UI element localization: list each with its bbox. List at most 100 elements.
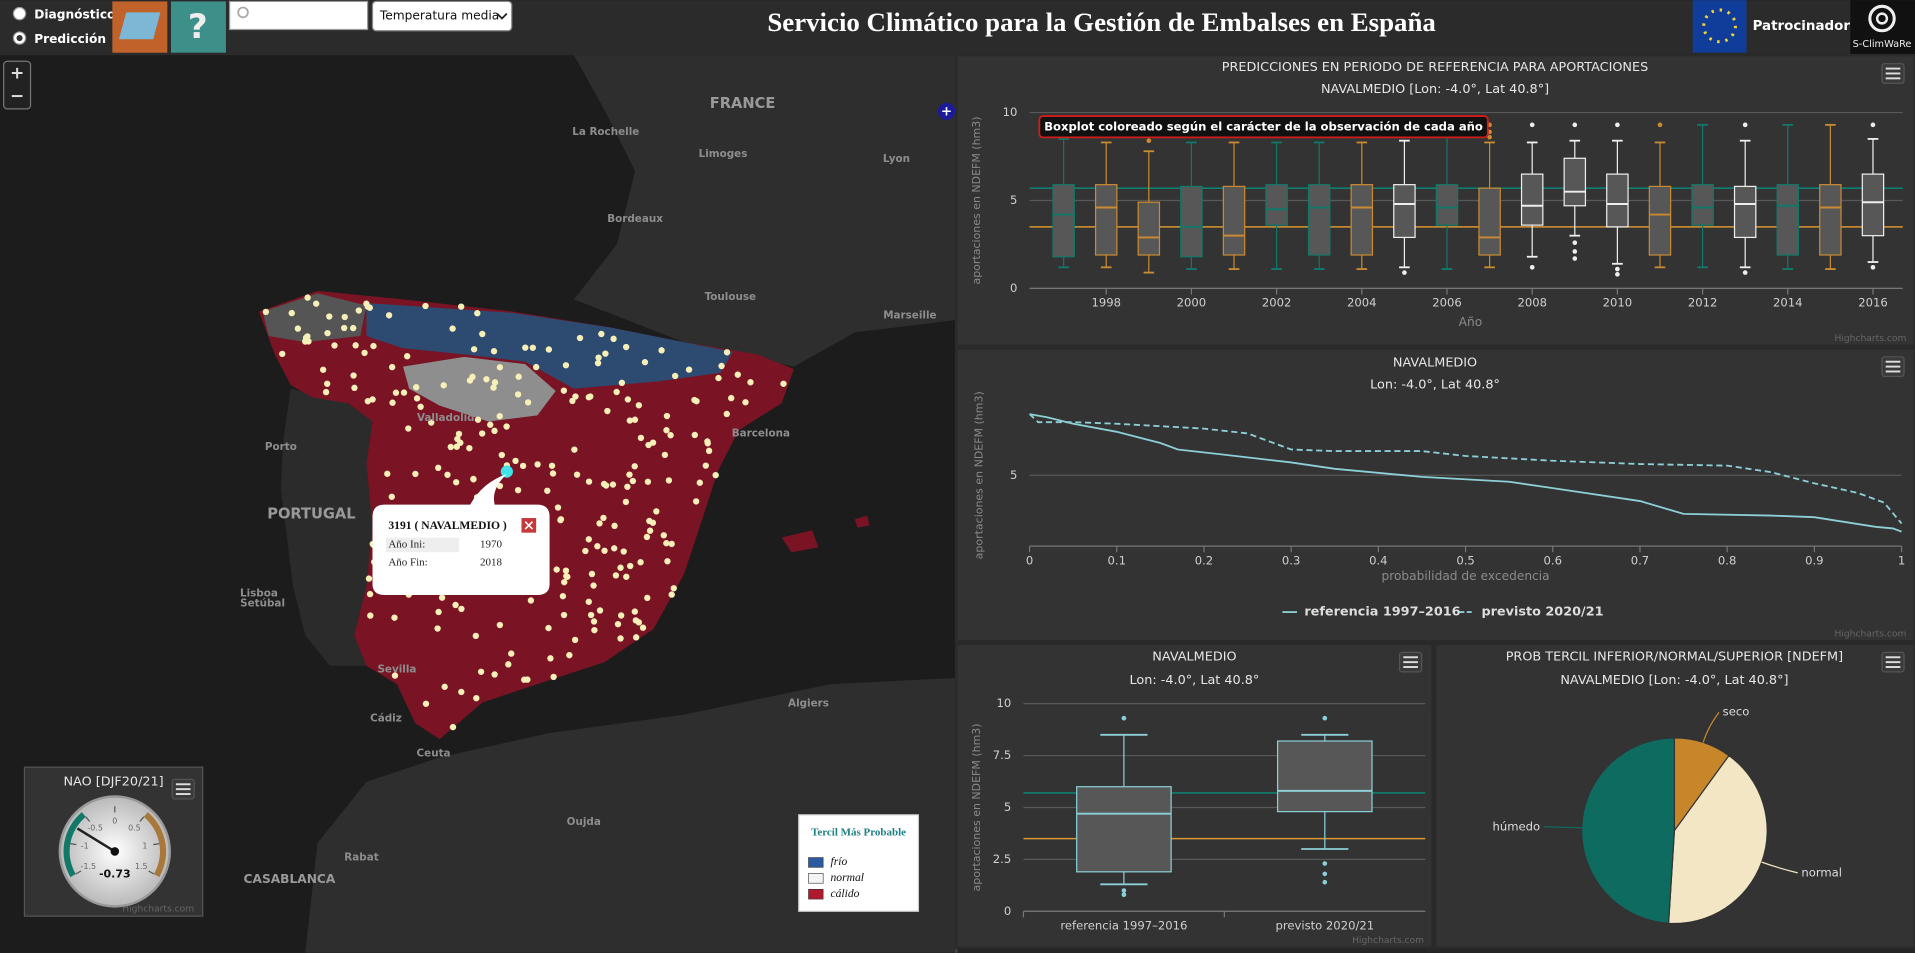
station[interactable] [573, 471, 581, 478]
station[interactable] [561, 578, 568, 586]
station[interactable] [617, 564, 624, 571]
station[interactable] [288, 309, 295, 317]
station[interactable] [627, 562, 634, 570]
station[interactable] [602, 350, 609, 357]
station[interactable] [524, 399, 532, 406]
station[interactable] [665, 477, 673, 484]
station[interactable] [611, 545, 618, 552]
station[interactable] [585, 478, 593, 485]
station[interactable] [478, 430, 486, 437]
station[interactable] [505, 661, 512, 668]
station[interactable] [562, 362, 570, 369]
station[interactable] [434, 625, 441, 632]
station[interactable] [452, 601, 459, 609]
station[interactable] [562, 567, 570, 574]
station[interactable] [582, 547, 589, 555]
station[interactable] [635, 402, 643, 409]
station[interactable] [596, 520, 603, 527]
station[interactable] [569, 397, 576, 405]
station[interactable] [626, 417, 634, 424]
station[interactable] [466, 444, 473, 452]
station[interactable] [704, 440, 711, 447]
legend-label[interactable]: referencia 1997–2016 [1304, 605, 1460, 620]
station[interactable] [585, 536, 592, 543]
station[interactable] [545, 346, 553, 353]
station[interactable] [473, 694, 480, 702]
station[interactable] [614, 620, 622, 628]
station[interactable] [685, 366, 693, 373]
station[interactable] [366, 304, 373, 311]
station[interactable] [715, 374, 722, 382]
station[interactable] [550, 673, 557, 681]
station[interactable] [529, 344, 537, 351]
station[interactable] [388, 493, 395, 500]
station[interactable] [452, 479, 460, 486]
station[interactable] [629, 477, 637, 485]
station[interactable] [447, 443, 454, 451]
station[interactable] [668, 540, 675, 548]
station[interactable] [384, 470, 391, 477]
search-input[interactable] [228, 0, 369, 31]
station[interactable] [671, 372, 679, 380]
station[interactable] [490, 384, 497, 391]
station[interactable] [595, 354, 602, 361]
station[interactable] [723, 410, 730, 418]
station[interactable] [262, 308, 270, 316]
station[interactable] [604, 407, 611, 415]
station[interactable] [404, 353, 411, 360]
station[interactable] [609, 481, 617, 488]
station[interactable] [479, 330, 486, 338]
station[interactable] [522, 344, 529, 351]
station[interactable] [643, 533, 651, 541]
zoom-in[interactable]: + [10, 63, 24, 83]
station[interactable] [576, 334, 584, 342]
station[interactable] [600, 514, 607, 522]
station[interactable] [742, 399, 749, 406]
station[interactable] [326, 313, 333, 320]
station[interactable] [304, 294, 311, 301]
station[interactable] [457, 303, 465, 310]
station[interactable] [566, 652, 573, 659]
station[interactable] [441, 683, 448, 690]
station[interactable] [319, 366, 327, 373]
station[interactable] [622, 498, 630, 506]
station[interactable] [355, 307, 362, 314]
station[interactable] [692, 498, 700, 505]
station[interactable] [483, 376, 490, 383]
station[interactable] [388, 363, 396, 371]
station[interactable] [392, 389, 400, 396]
station[interactable] [453, 443, 460, 450]
station[interactable] [470, 476, 477, 483]
station[interactable] [653, 508, 660, 515]
station[interactable] [458, 688, 465, 696]
selected-station[interactable] [500, 465, 513, 478]
station[interactable] [438, 594, 446, 601]
station[interactable] [623, 573, 630, 580]
station[interactable] [412, 470, 419, 478]
station[interactable] [351, 384, 358, 392]
station[interactable] [587, 393, 594, 400]
station[interactable] [637, 559, 644, 566]
station[interactable] [590, 618, 598, 625]
station[interactable] [632, 617, 639, 624]
station[interactable] [449, 325, 456, 332]
station[interactable] [617, 612, 625, 619]
station[interactable] [702, 462, 709, 469]
station[interactable] [472, 632, 479, 640]
station[interactable] [571, 446, 578, 453]
station[interactable] [585, 598, 592, 605]
station[interactable] [498, 451, 506, 459]
station[interactable] [304, 333, 311, 340]
station[interactable] [496, 482, 504, 490]
station[interactable] [367, 612, 374, 619]
station[interactable] [279, 350, 286, 358]
station[interactable] [440, 382, 447, 389]
station[interactable] [496, 621, 504, 629]
station[interactable] [712, 471, 719, 479]
station[interactable] [324, 329, 331, 337]
legend-label[interactable]: previsto 2020/21 [1481, 605, 1603, 620]
station[interactable] [400, 389, 408, 396]
station[interactable] [560, 387, 568, 394]
station[interactable] [474, 310, 481, 317]
station[interactable] [341, 313, 348, 321]
